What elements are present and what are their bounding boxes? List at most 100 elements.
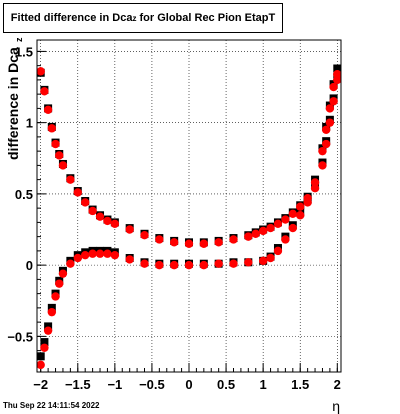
chart-title: Fitted difference in Dca z for Global Rec… <box>3 3 283 33</box>
y-axis-label: difference in Dca z <box>5 37 24 160</box>
data-point-circle <box>214 238 223 247</box>
data-point-circle <box>325 118 335 127</box>
data-point-circle <box>40 87 49 96</box>
data-point-circle <box>321 139 331 149</box>
data-point-circle <box>288 209 298 219</box>
data-point-circle <box>88 249 97 258</box>
grid-lines <box>37 40 341 372</box>
data-point-circle <box>110 219 120 229</box>
tick-labels: −2 −1.5 −1 −0.5 0 0.5 1 1.5 2 −0.5 0 0.5 1 1.5 <box>7 44 341 392</box>
data-point-circle <box>103 216 112 226</box>
x-tick-label: 1.5 <box>291 377 309 392</box>
data-point-circle <box>58 269 68 278</box>
data-point-circle <box>169 238 179 247</box>
y-tick-label: 1 <box>26 116 33 131</box>
x-tick-label: −2 <box>33 377 48 392</box>
data-point-circle <box>244 258 253 267</box>
data-point-circle <box>251 229 260 238</box>
data-point-circle <box>110 250 120 260</box>
data-point-circle <box>36 67 45 76</box>
title-rest: for Global Rec Pion EtapT <box>136 12 276 24</box>
y-tick-label: 1.5 <box>15 44 33 59</box>
title-main: Fitted difference in Dca <box>10 12 133 24</box>
data-point-circle <box>47 124 57 133</box>
data-point-circle <box>266 223 275 233</box>
x-tick-label: 2 <box>334 377 341 392</box>
data-point-circle <box>155 235 164 244</box>
data-point-circle <box>303 198 312 207</box>
title-subscript: z <box>132 13 137 23</box>
data-point-circle <box>318 161 327 170</box>
data-point-circle <box>329 82 338 92</box>
data-point-circle <box>140 231 149 240</box>
data-point-circle <box>80 198 90 207</box>
x-tick-label: −1 <box>107 377 122 392</box>
y-tick-label: 0 <box>26 258 33 273</box>
data-point-circle <box>258 256 268 266</box>
data-point-circle <box>266 253 275 263</box>
plot-border <box>36 39 342 373</box>
data-point-circle <box>95 212 105 221</box>
data-point-circle <box>321 125 331 134</box>
timestamp: Thu Sep 22 14:11:54 2022 <box>3 401 100 410</box>
x-tick-label: −0.5 <box>139 377 165 392</box>
data-point-circle <box>229 235 238 244</box>
data-point-circle <box>310 183 320 193</box>
data-point-circle <box>66 259 75 268</box>
data-point-circle <box>318 146 327 156</box>
data-markers <box>36 64 342 370</box>
data-point-circle <box>103 249 112 258</box>
data-point-square <box>333 64 342 73</box>
data-point-circle <box>140 259 149 268</box>
data-point-circle <box>244 232 253 241</box>
data-point-square <box>44 322 53 331</box>
x-axis-label: η <box>332 398 340 414</box>
data-point-circle <box>88 206 97 216</box>
data-point-circle <box>55 151 64 160</box>
data-point-circle <box>184 239 194 248</box>
data-point-circle <box>258 226 268 236</box>
data-point-circle <box>55 279 64 288</box>
data-point-circle <box>36 360 45 370</box>
data-point-circle <box>40 343 49 352</box>
data-point-square <box>47 303 56 312</box>
data-point-circle <box>80 250 90 260</box>
x-tick-label: −1.5 <box>65 377 91 392</box>
data-point-circle <box>281 215 290 224</box>
data-point-square <box>36 352 45 361</box>
data-point-circle <box>51 292 60 301</box>
data-point-circle <box>66 175 75 184</box>
data-point-circle <box>329 97 338 106</box>
data-point-circle <box>296 211 305 220</box>
data-point-circle <box>58 161 68 170</box>
x-tick-label: 0.5 <box>217 377 235 392</box>
data-point-circle <box>73 253 82 263</box>
data-point-circle <box>43 105 53 115</box>
y-axis-label-main: difference in Dca <box>5 47 21 160</box>
data-point-circle <box>95 249 105 258</box>
x-tick-label: 1 <box>260 377 267 392</box>
data-point-circle <box>199 239 209 248</box>
data-point-circle <box>73 188 82 197</box>
data-point-circle <box>51 139 60 149</box>
data-point-circle <box>155 260 164 270</box>
y-axis-label-sub: z <box>14 37 24 42</box>
data-point-circle <box>273 219 283 229</box>
data-point-circle <box>125 255 134 264</box>
axis-ticks <box>37 50 338 372</box>
data-point-circle <box>199 260 209 270</box>
data-point-circle <box>273 246 283 256</box>
data-point-circle <box>47 307 57 317</box>
data-point-circle <box>281 235 290 244</box>
data-point-circle <box>169 260 179 270</box>
data-point-square <box>40 338 49 347</box>
data-point-circle <box>43 326 53 335</box>
data-point-circle <box>125 225 134 234</box>
x-tick-label: 0 <box>185 377 192 392</box>
data-point-circle <box>325 104 335 113</box>
data-point-circle <box>333 75 342 85</box>
data-point-circle <box>184 260 194 270</box>
y-tick-label: −0.5 <box>7 329 33 344</box>
